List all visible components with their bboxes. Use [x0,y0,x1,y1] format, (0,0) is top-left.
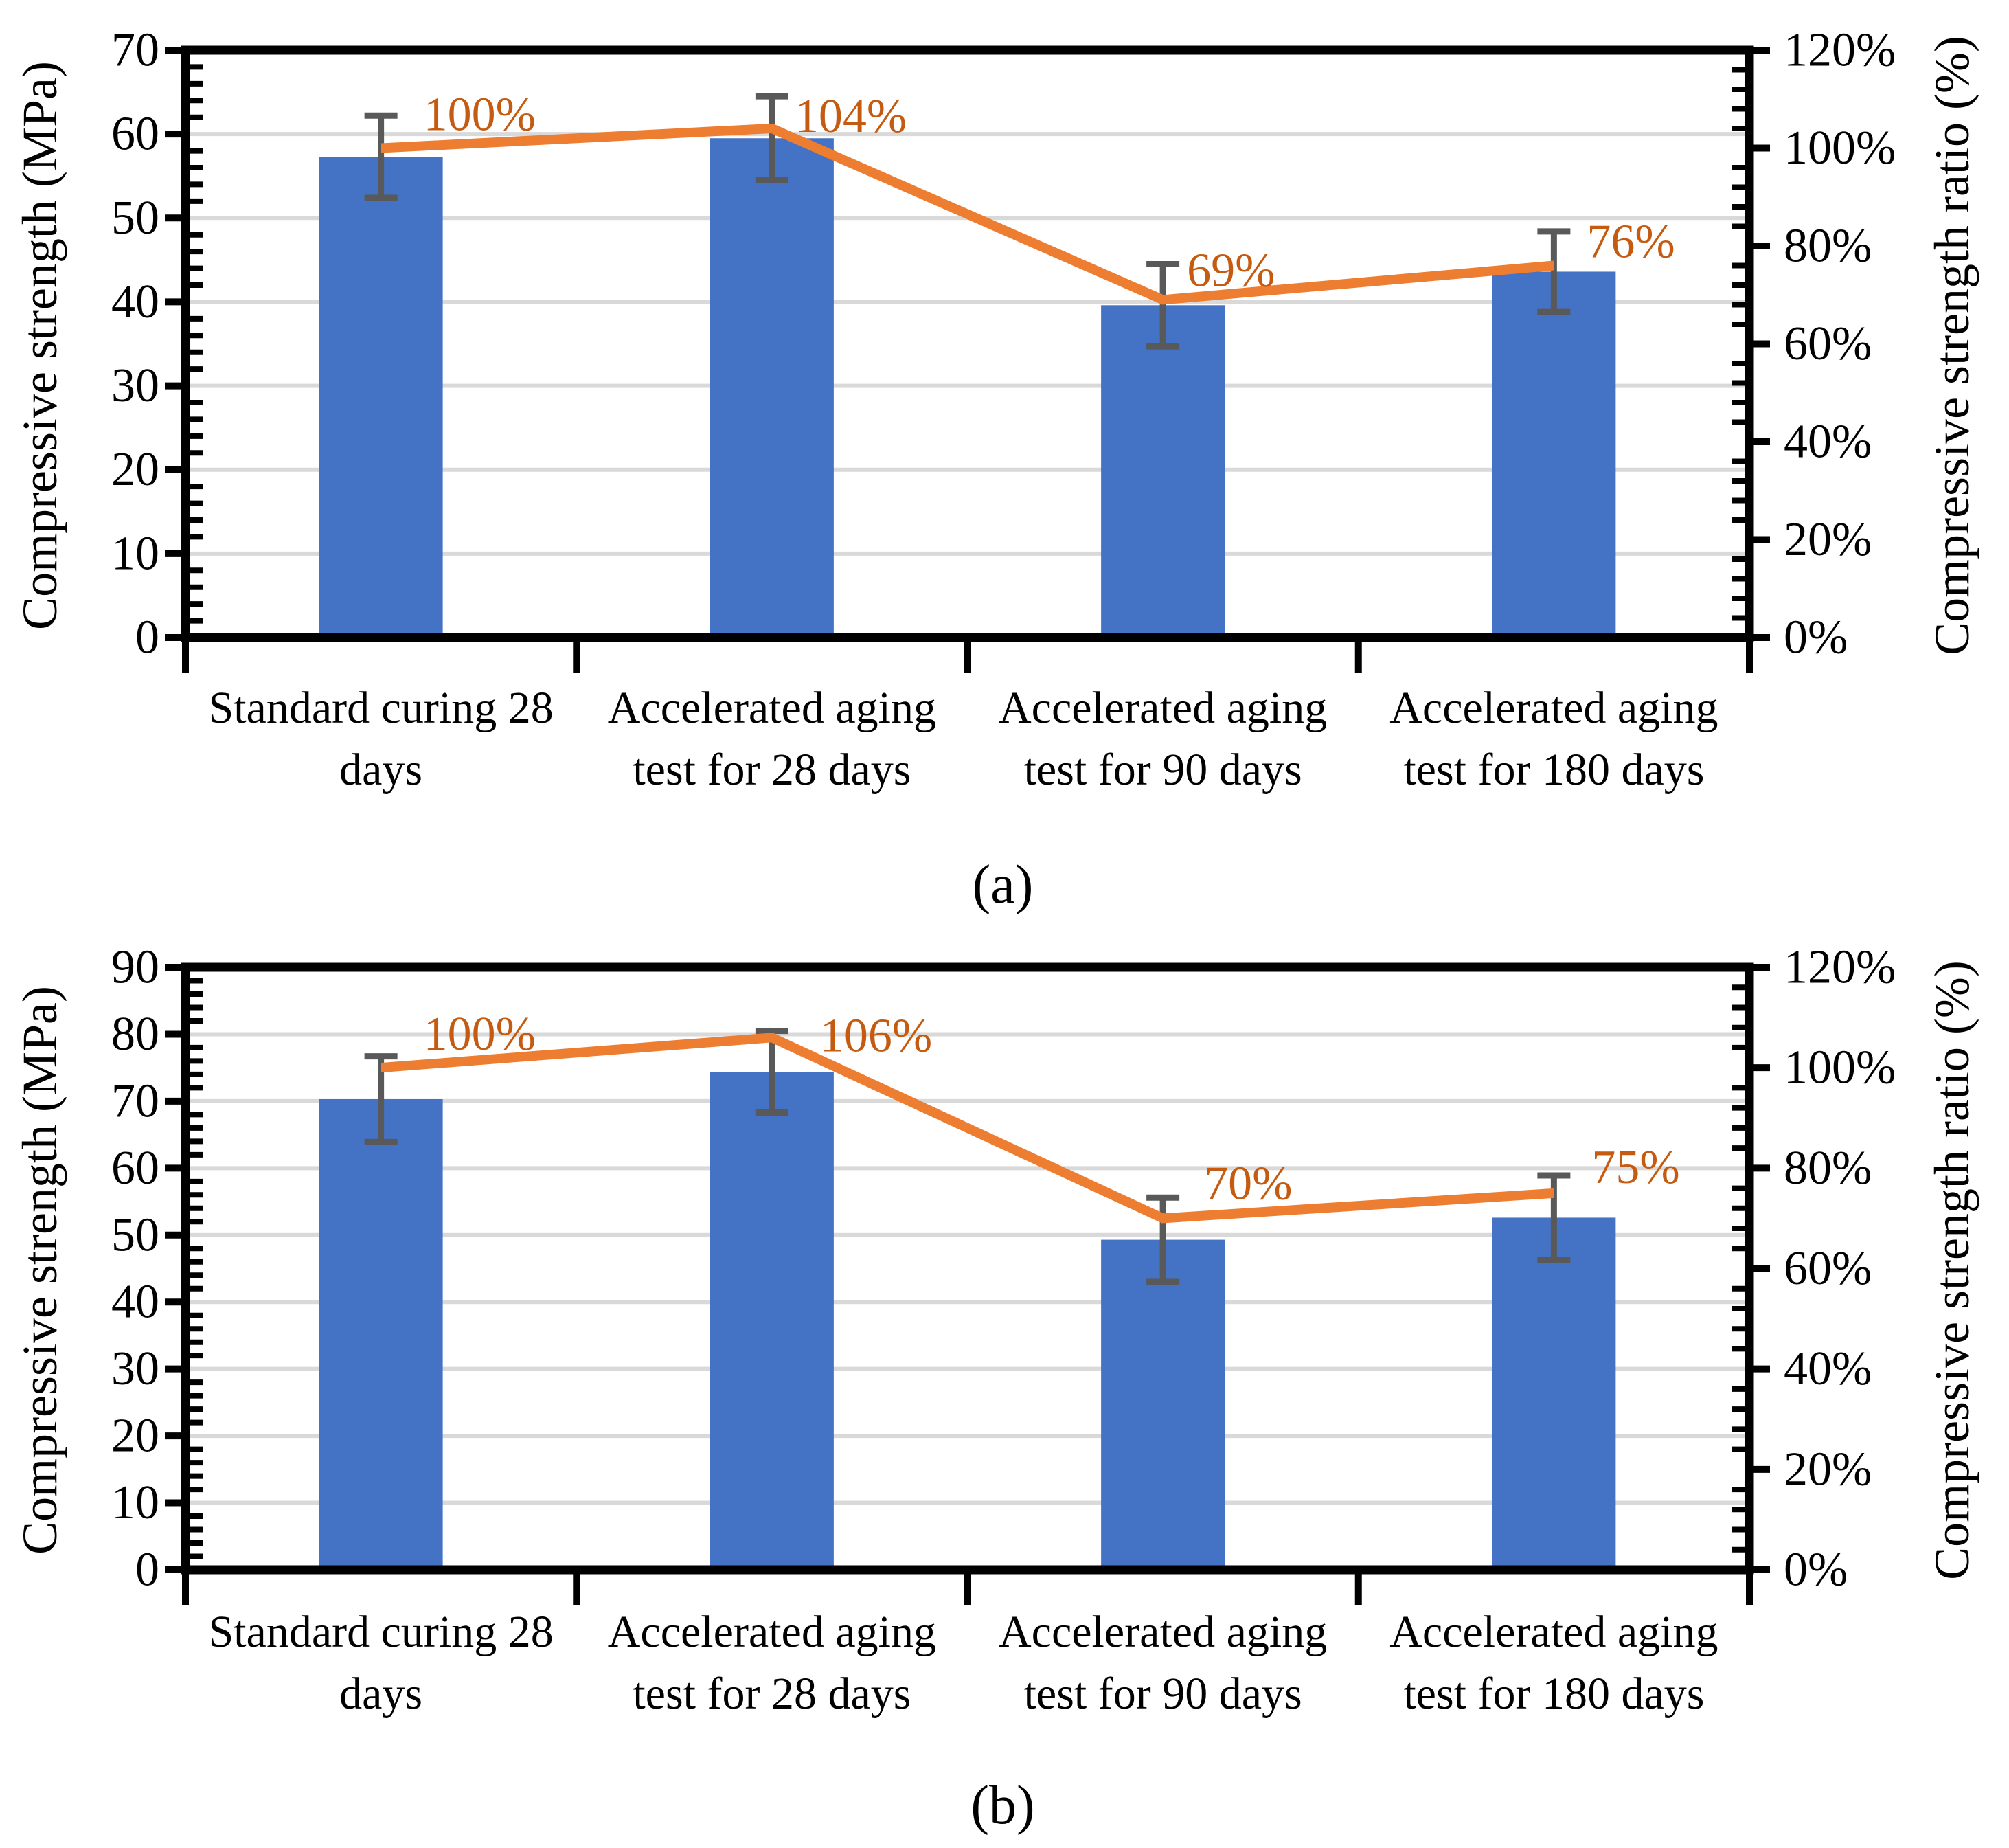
ratio-label: 106% [820,1009,932,1062]
category-label: test for 28 days [633,1669,911,1719]
subtitle-b: (b) [971,1775,1035,1836]
subtitle-a: (a) [972,855,1034,915]
y-axis-tick-label: 20 [111,1410,159,1463]
ratio-label: 100% [424,89,536,142]
right-axis-tick-label: 60% [1784,1242,1872,1295]
ratio-line [381,1033,1554,1224]
right-axis-tick-label: 60% [1784,317,1872,370]
category-label: test for 28 days [633,745,911,795]
ratio-label: 104% [795,90,907,143]
error-bar [755,1028,788,1116]
bar [1101,305,1225,638]
right-axis-tick-label: 0% [1784,611,1848,664]
category-label: test for 180 days [1403,745,1704,795]
bar [319,157,443,638]
error-bar [364,112,398,201]
y-axis-tick-label: 70 [111,1074,159,1127]
chart-a: 100% 104% 69% 76% 0 10 20 30 40 50 60 70 0% 20% 40% 60%… [12,24,1979,916]
y-axis-tick-label: 90 [111,941,159,994]
right-axis-tick-label: 80% [1784,220,1872,273]
category-label: Accelerated aging [999,683,1327,733]
bar [1492,271,1616,638]
error-bar [1146,1194,1180,1285]
category-label: Accelerated aging [1389,1607,1718,1657]
error-bar [1537,228,1571,315]
y-axis-tick-label: 40 [111,1276,159,1329]
error-bar [364,1053,398,1145]
category-label: test for 90 days [1024,745,1302,795]
y-axis-tick-label: 0 [135,1544,159,1597]
category-label: test for 90 days [1024,1669,1302,1719]
ratio-line [381,123,1554,305]
right-axis-title: Compressive strength ratio (%) [1925,960,1979,1580]
right-axis-tick-label: 100% [1784,1041,1896,1094]
y-axis-tick-label: 80 [111,1008,159,1061]
y-axis-tick-label: 30 [111,359,159,412]
ratio-label: 70% [1204,1157,1292,1210]
right-axis-tick-label: 80% [1784,1142,1872,1195]
y-axis-tick-label: 50 [111,1208,159,1261]
right-axis-tick-label: 100% [1784,122,1896,174]
right-axis-tick-label: 40% [1784,1342,1872,1395]
bar [1101,1239,1225,1570]
ratio-label: 76% [1587,216,1675,269]
category-label: Accelerated aging [1389,683,1718,733]
right-axis-tick-label: 40% [1784,416,1872,469]
right-axis-tick-label: 120% [1784,941,1896,994]
y-axis-tick-label: 70 [111,24,159,77]
right-axis-tick-label: 20% [1784,1443,1872,1496]
bar [1492,1217,1616,1570]
y-axis-tick-label: 20 [111,443,159,496]
category-label: Accelerated aging [608,1607,936,1657]
plot-area-a: 100% 104% 69% 76% 0 10 20 30 40 50 60 70 0% 20% 40% 60%… [111,24,1896,796]
ratio-label: 69% [1187,244,1275,297]
right-axis-tick-label: 120% [1784,24,1896,77]
y-axis-tick-label: 60 [111,108,159,161]
left-axis-title: Compressive strength (MPa) [12,986,67,1555]
y-axis-tick-label: 0 [135,611,159,664]
chart-b: 100% 106% 70% 75% 0 10 20 30 40 50 60 70 80 90 0% 20% 40… [0,924,2009,1848]
y-axis-tick-label: 50 [111,192,159,245]
y-axis-tick-label: 60 [111,1142,159,1195]
right-axis-tick-label: 20% [1784,513,1872,566]
error-bar [755,93,788,183]
category-label: days [339,745,422,795]
right-axis-tick-label: 0% [1784,1544,1848,1597]
error-bar [1146,260,1180,350]
bar [710,1072,834,1570]
plot-area-b: 100% 106% 70% 75% 0 10 20 30 40 50 60 70 80 90 0% 20% 40… [111,941,1896,1720]
y-axis-tick-label: 40 [111,275,159,328]
bar [319,1098,443,1570]
category-label: test for 180 days [1403,1669,1704,1719]
category-label: Accelerated aging [608,683,936,733]
y-axis-tick-label: 30 [111,1342,159,1395]
ratio-label: 75% [1591,1141,1679,1194]
y-axis-tick-label: 10 [111,527,159,580]
error-bar [1537,1172,1571,1263]
y-axis-tick-label: 10 [111,1476,159,1529]
category-label: Standard curing 28 [209,1607,554,1657]
category-label: days [339,1669,422,1719]
category-label: Accelerated aging [999,1607,1327,1657]
bar [710,138,834,638]
ratio-label: 100% [424,1008,536,1061]
category-label: Standard curing 28 [209,683,554,733]
